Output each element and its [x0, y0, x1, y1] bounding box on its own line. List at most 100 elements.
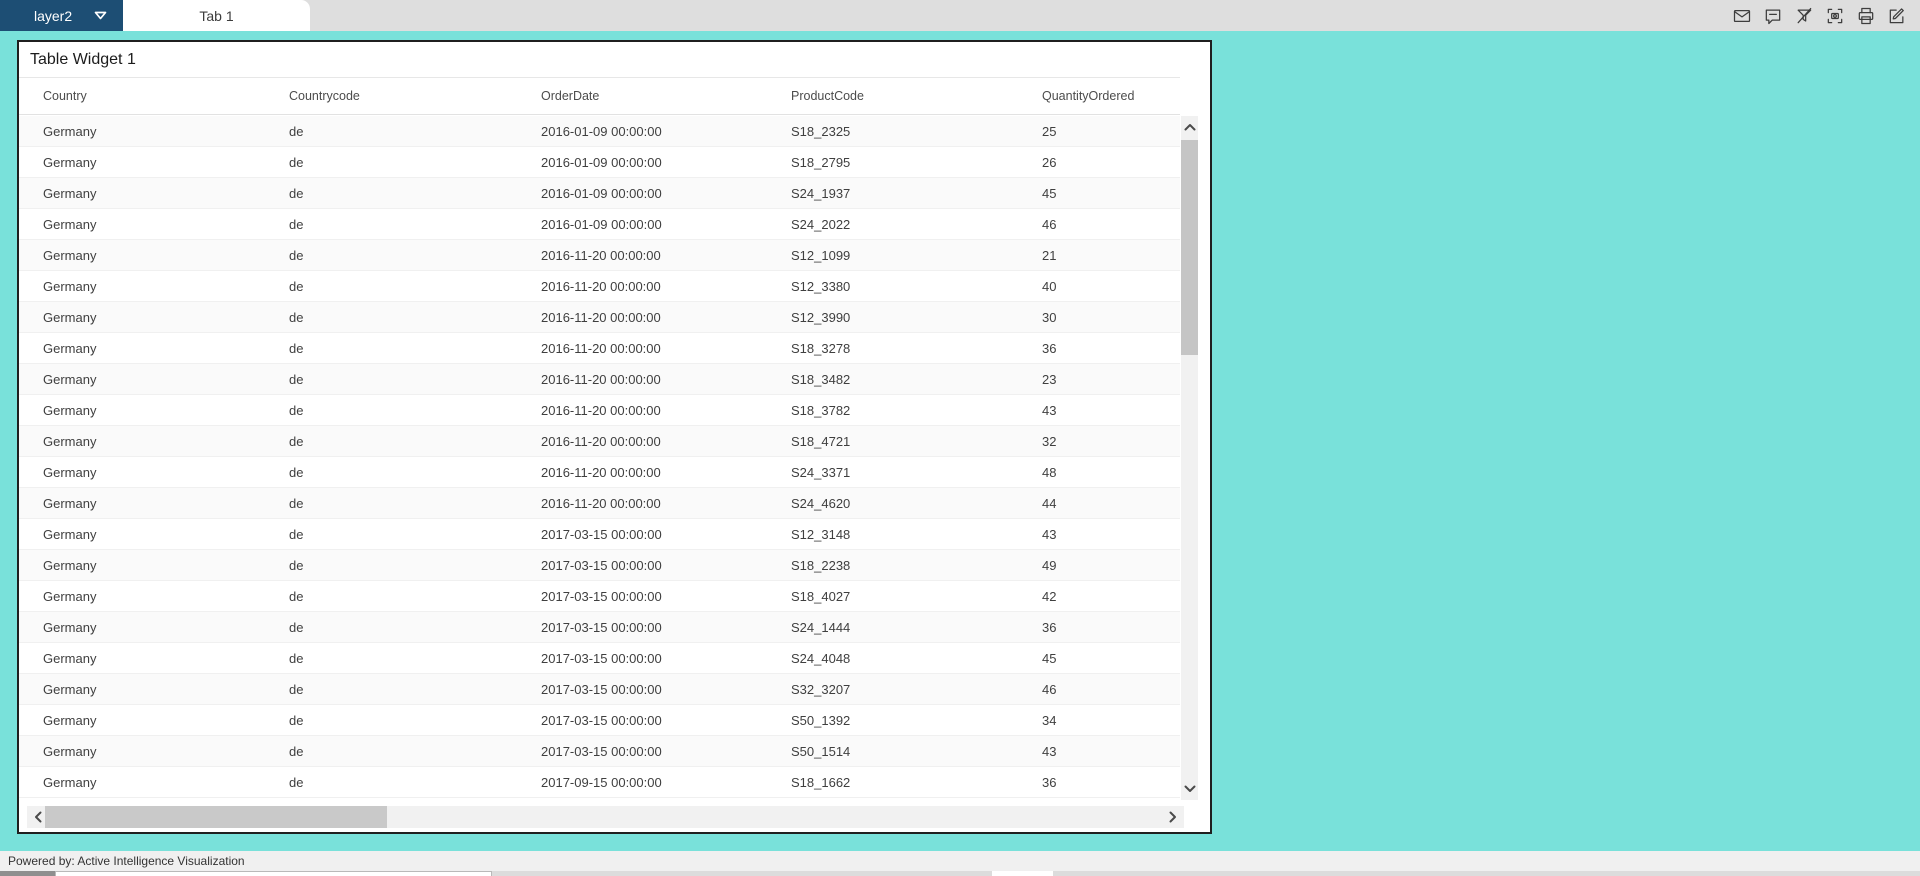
snapshot-icon[interactable] — [1824, 5, 1846, 27]
column-header-quantityordered[interactable]: QuantityOrdered — [1042, 89, 1135, 103]
cell-quantityordered: 36 — [1042, 340, 1057, 356]
scroll-right-icon[interactable] — [1164, 806, 1182, 828]
scroll-down-icon[interactable] — [1181, 780, 1198, 798]
cell-orderdate: 2017-03-15 00:00:00 — [541, 619, 662, 635]
scroll-up-icon[interactable] — [1181, 118, 1198, 136]
cell-productcode: S50_1392 — [791, 712, 851, 728]
table-row[interactable]: Germany de 2016-11-20 00:00:00 S18_3782 43 — [19, 395, 1180, 426]
cell-quantityordered: 30 — [1042, 309, 1057, 325]
chevron-down-icon[interactable] — [94, 11, 107, 20]
table-row[interactable]: Germany de 2016-01-09 00:00:00 S24_1937 45 — [19, 178, 1180, 209]
horizontal-scrollbar[interactable] — [27, 806, 1184, 828]
cell-country: Germany — [43, 464, 97, 480]
table-row[interactable]: Germany de 2017-03-15 00:00:00 S18_2238 49 — [19, 550, 1180, 581]
cell-countrycode: de — [289, 309, 304, 325]
cell-quantityordered: 43 — [1042, 743, 1057, 759]
table-widget: Table Widget 1 Country Countrycode Order… — [17, 40, 1212, 834]
cell-productcode: S24_1937 — [791, 185, 851, 201]
table-row[interactable]: Germany de 2016-01-09 00:00:00 S24_2022 46 — [19, 209, 1180, 240]
table-row[interactable]: Germany de 2017-03-15 00:00:00 S50_1514 43 — [19, 736, 1180, 767]
cell-productcode: S18_4027 — [791, 588, 851, 604]
table-row[interactable]: Germany de 2016-01-09 00:00:00 S18_2795 26 — [19, 147, 1180, 178]
cell-orderdate: 2017-03-15 00:00:00 — [541, 588, 662, 604]
cell-country: Germany — [43, 681, 97, 697]
cell-orderdate: 2016-01-09 00:00:00 — [541, 185, 662, 201]
cell-countrycode: de — [289, 216, 304, 232]
cell-countrycode: de — [289, 185, 304, 201]
table-body: Germany de 2016-01-09 00:00:00 S18_2325 25 Ge… — [19, 116, 1180, 800]
cell-orderdate: 2016-11-20 00:00:00 — [541, 433, 661, 449]
powered-by-text: Powered by: Active Intelligence Visualiz… — [8, 854, 245, 868]
cell-productcode: S32_3207 — [791, 681, 851, 697]
mail-icon[interactable] — [1731, 5, 1753, 27]
table-row[interactable]: Germany de 2016-01-09 00:00:00 S18_2325 25 — [19, 116, 1180, 147]
table-row[interactable]: Germany de 2016-11-20 00:00:00 S18_3278 36 — [19, 333, 1180, 364]
table-row[interactable]: Germany de 2016-11-20 00:00:00 S24_4620 44 — [19, 488, 1180, 519]
cell-productcode: S24_4620 — [791, 495, 851, 511]
cell-countrycode: de — [289, 154, 304, 170]
cell-country: Germany — [43, 588, 97, 604]
column-header-country[interactable]: Country — [43, 89, 87, 103]
cell-countrycode: de — [289, 650, 304, 666]
cell-orderdate: 2016-11-20 00:00:00 — [541, 309, 661, 325]
cell-country: Germany — [43, 402, 97, 418]
horizontal-scroll-thumb[interactable] — [45, 806, 387, 828]
scroll-left-icon[interactable] — [29, 806, 47, 828]
table-row[interactable]: Germany de 2016-11-20 00:00:00 S18_4721 32 — [19, 426, 1180, 457]
table-row[interactable]: Germany de 2016-11-20 00:00:00 S12_3380 40 — [19, 271, 1180, 302]
cell-productcode: S12_1099 — [791, 247, 851, 263]
layer-selector[interactable]: layer2 — [0, 0, 123, 31]
cell-country: Germany — [43, 216, 97, 232]
table-row[interactable]: Germany de 2017-03-15 00:00:00 S32_3207 46 — [19, 674, 1180, 705]
table-row[interactable]: Germany de 2017-03-15 00:00:00 S24_1444 36 — [19, 612, 1180, 643]
column-header-orderdate[interactable]: OrderDate — [541, 89, 600, 103]
bottom-partial-bar — [0, 871, 1920, 876]
cell-orderdate: 2017-03-15 00:00:00 — [541, 526, 662, 542]
cell-quantityordered: 48 — [1042, 464, 1057, 480]
cell-countrycode: de — [289, 712, 304, 728]
cell-quantityordered: 43 — [1042, 402, 1057, 418]
cell-productcode: S18_3278 — [791, 340, 851, 356]
edit-icon[interactable] — [1886, 5, 1908, 27]
cell-countrycode: de — [289, 619, 304, 635]
cell-orderdate: 2016-11-20 00:00:00 — [541, 402, 661, 418]
cell-country: Germany — [43, 495, 97, 511]
table-row[interactable]: Germany de 2017-03-15 00:00:00 S12_3148 43 — [19, 519, 1180, 550]
table-row[interactable]: Germany de 2017-03-15 00:00:00 S24_4048 45 — [19, 643, 1180, 674]
cell-countrycode: de — [289, 340, 304, 356]
bottom-partial-segment — [992, 871, 1053, 876]
print-icon[interactable] — [1855, 5, 1877, 27]
cell-quantityordered: 45 — [1042, 185, 1057, 201]
cell-quantityordered: 32 — [1042, 433, 1057, 449]
clear-filter-icon[interactable] — [1793, 5, 1815, 27]
cell-orderdate: 2017-03-15 00:00:00 — [541, 650, 662, 666]
column-header-productcode[interactable]: ProductCode — [791, 89, 864, 103]
comment-icon[interactable] — [1762, 5, 1784, 27]
cell-orderdate: 2016-11-20 00:00:00 — [541, 371, 661, 387]
table-row[interactable]: Germany de 2017-09-15 00:00:00 S18_1662 36 — [19, 767, 1180, 798]
layer-selector-label: layer2 — [34, 7, 73, 24]
tab-tab1[interactable]: Tab 1 — [123, 0, 310, 31]
table-row[interactable]: Germany de 2016-11-20 00:00:00 S18_3482 23 — [19, 364, 1180, 395]
table-row[interactable]: Germany de 2016-11-20 00:00:00 S12_3990 30 — [19, 302, 1180, 333]
vertical-scroll-thumb[interactable] — [1181, 140, 1198, 355]
cell-country: Germany — [43, 247, 97, 263]
cell-quantityordered: 26 — [1042, 154, 1057, 170]
cell-country: Germany — [43, 650, 97, 666]
cell-quantityordered: 45 — [1042, 650, 1057, 666]
tab-label: Tab 1 — [199, 7, 234, 24]
cell-countrycode: de — [289, 774, 304, 790]
cell-countrycode: de — [289, 278, 304, 294]
table-row[interactable]: Germany de 2016-11-20 00:00:00 S12_1099 21 — [19, 240, 1180, 271]
cell-orderdate: 2016-01-09 00:00:00 — [541, 216, 662, 232]
bottom-partial-segment — [0, 871, 55, 876]
column-header-countrycode[interactable]: Countrycode — [289, 89, 360, 103]
table-row[interactable]: Germany de 2017-03-15 00:00:00 S50_1392 34 — [19, 705, 1180, 736]
table-row[interactable]: Germany de 2016-11-20 00:00:00 S24_3371 48 — [19, 457, 1180, 488]
powered-by-bar: Powered by: Active Intelligence Visualiz… — [0, 851, 1920, 871]
vertical-scrollbar[interactable] — [1181, 116, 1198, 800]
table-row[interactable]: Germany de 2017-03-15 00:00:00 S18_4027 42 — [19, 581, 1180, 612]
cell-orderdate: 2016-01-09 00:00:00 — [541, 154, 662, 170]
cell-country: Germany — [43, 433, 97, 449]
widget-title: Table Widget 1 — [30, 51, 136, 68]
